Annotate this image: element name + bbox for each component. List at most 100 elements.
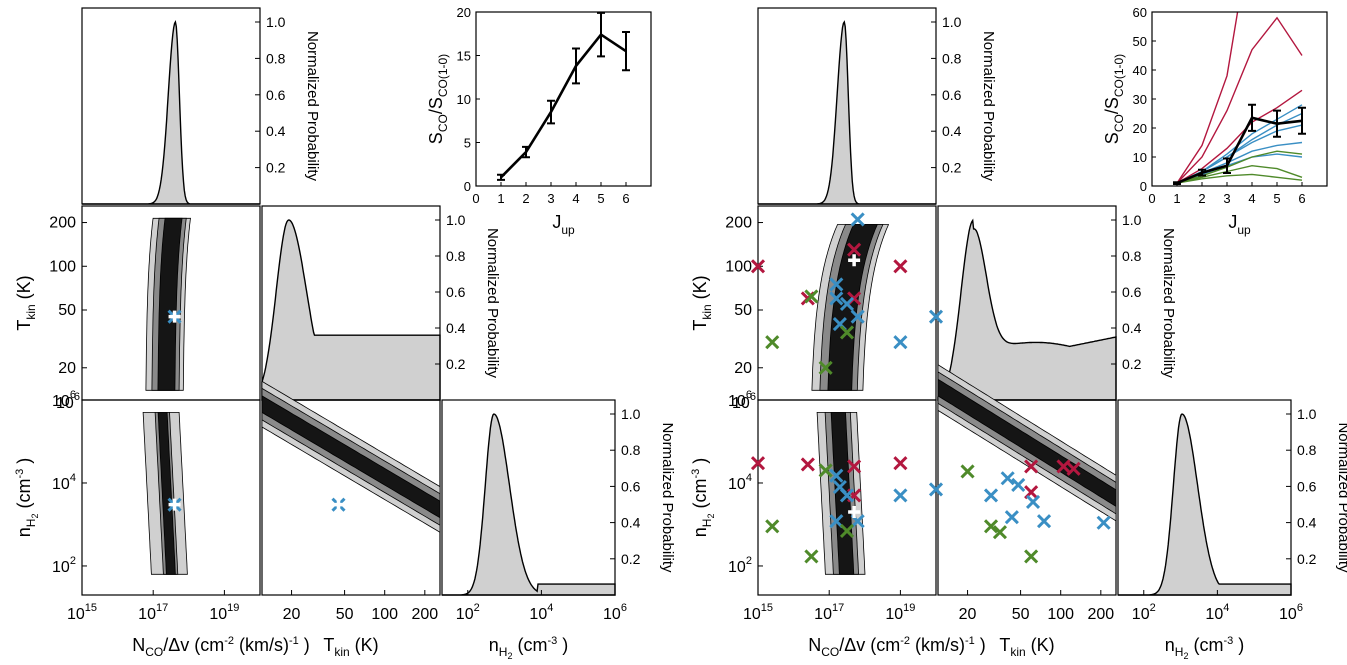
sled-y-tick-label: 0 (464, 179, 471, 194)
prob-tick-label: 0.6 (266, 87, 286, 103)
prob-tick-label: 0.4 (446, 320, 466, 336)
nh2-tick-label: 104 (52, 472, 76, 493)
likelihood-contour (937, 378, 1117, 508)
nh2-x-tick-label: 104 (529, 602, 553, 623)
sled-y-tick-label: 40 (1133, 63, 1147, 78)
model-point-blue (1036, 514, 1052, 529)
model-point-blue (850, 309, 865, 324)
tkin-axis-label: Tkin (K) (14, 275, 38, 330)
tkin-x-tick-label: 100 (1047, 606, 1074, 623)
nh2-tick-label: 106 (56, 391, 80, 412)
nco-tick-label: 1019 (885, 602, 915, 623)
model-point-green (804, 549, 819, 564)
nco-marginal-frame (757, 7, 937, 205)
prob-tick-label: 1.0 (621, 406, 641, 422)
sled-x-tick-label: 2 (522, 191, 529, 206)
tkin-x-axis-label: Tkin (K) (323, 635, 378, 659)
nh2-x-tick-label: 106 (1279, 602, 1303, 623)
prob-tick-label: 0.2 (446, 356, 466, 372)
model-point-blue (1011, 477, 1026, 492)
nco-axis-label: NCO/Δv (cm-2 (km/s)-1 ) (808, 635, 986, 659)
model-point-blue (893, 488, 908, 503)
prob-axis-label: Normalized Probability (659, 422, 676, 573)
error-bar (522, 145, 530, 159)
model-sled-line-green (1176, 173, 1303, 184)
model-point-blue (839, 488, 855, 503)
sled-y-tick-label: 15 (457, 49, 471, 64)
model-point-green (804, 289, 819, 304)
model-point-blue (893, 335, 908, 350)
error-bar (497, 173, 505, 181)
model-point-green (960, 464, 975, 479)
prob-tick-label: 0.4 (1297, 515, 1317, 531)
model-point-blue (829, 468, 844, 483)
sled-x-tick-label: 5 (597, 191, 604, 206)
best-fit-marker (1060, 507, 1073, 520)
model-point-blue (983, 488, 999, 503)
sled-y-tick-label: 20 (1133, 121, 1147, 136)
nco-nh2-panel-frame (757, 399, 937, 596)
prob-tick-label: 0.4 (266, 123, 286, 139)
model-point-red (1024, 459, 1039, 474)
nco-tick-label: 1015 (743, 602, 773, 623)
prob-tick-label: 0.2 (1122, 356, 1142, 372)
model-point-red (800, 457, 815, 472)
model-point-red (750, 456, 766, 471)
tkin-tick-label: 200 (49, 215, 76, 232)
sled-x-tick-label: 0 (1148, 191, 1155, 206)
sled-x-tick-label: 4 (572, 191, 579, 206)
model-point-blue (1000, 471, 1015, 486)
nh2-axis-label: nH2 (cm-3 ) (14, 458, 40, 537)
model-sled-line-red (1176, 89, 1303, 184)
sled-y-tick-label: 10 (457, 92, 471, 107)
prob-tick-label: 0.6 (1122, 284, 1142, 300)
sled-y-tick-label: 0 (1140, 179, 1147, 194)
model-point-blue (829, 514, 844, 529)
tkin-marginal (937, 218, 1117, 401)
observed-sled-line (500, 32, 627, 179)
prob-axis-label: Normalized Probability (304, 31, 321, 182)
nh2-x-tick-label: 102 (456, 602, 480, 623)
nco-marginal (758, 20, 936, 205)
nh2-tick-label: 104 (728, 472, 752, 493)
tkin-axis-label: Tkin (K) (690, 275, 714, 330)
nh2-marginal (1118, 413, 1292, 596)
prob-tick-label: 1.0 (1122, 212, 1142, 228)
prob-tick-label: 0.2 (942, 160, 962, 176)
tkin-tick-label: 20 (58, 360, 76, 377)
prob-tick-label: 0.6 (942, 87, 962, 103)
sled-x-tick-label: 1 (1173, 191, 1180, 206)
sled-y-tick-label: 50 (1133, 34, 1147, 49)
model-point-green (1024, 549, 1039, 564)
sled-frame (1151, 11, 1328, 187)
tkin-marginal (261, 219, 441, 401)
model-point-green (765, 335, 780, 350)
best-fit-marker (332, 498, 345, 511)
prob-tick-label: 0.6 (446, 284, 466, 300)
model-point-blue (829, 291, 844, 306)
best-fit-marker (848, 254, 861, 267)
model-point-green (765, 519, 780, 534)
model-point-blue (1004, 510, 1019, 525)
prob-tick-label: 0.8 (266, 50, 286, 66)
nco-tick-label: 1019 (209, 602, 239, 623)
model-point-red (847, 459, 862, 474)
model-point-green (818, 463, 833, 478)
sled-x-tick-label: 4 (1248, 191, 1255, 206)
nh2-marginal-frame (441, 399, 616, 596)
sled-x-tick-label: 6 (1298, 191, 1305, 206)
tkin-tick-label: 50 (58, 302, 76, 319)
prob-axis-label: Normalized Probability (980, 31, 997, 182)
sled-y-tick-label: 5 (464, 136, 471, 151)
nh2-x-tick-label: 104 (1205, 602, 1229, 623)
tkin-tick-label: 50 (734, 302, 752, 319)
sled-x-tick-label: 3 (1223, 191, 1230, 206)
prob-tick-label: 0.2 (1297, 551, 1317, 567)
tkin-tick-label: 100 (725, 258, 752, 275)
nh2-marginal-frame (1117, 399, 1292, 596)
nco-tick-label: 1015 (67, 602, 97, 623)
nh2-tick-label: 106 (52, 389, 76, 410)
tkin-x-tick-label: 200 (1087, 606, 1114, 623)
prob-tick-label: 0.4 (1122, 320, 1142, 336)
prob-tick-label: 0.6 (621, 478, 641, 494)
